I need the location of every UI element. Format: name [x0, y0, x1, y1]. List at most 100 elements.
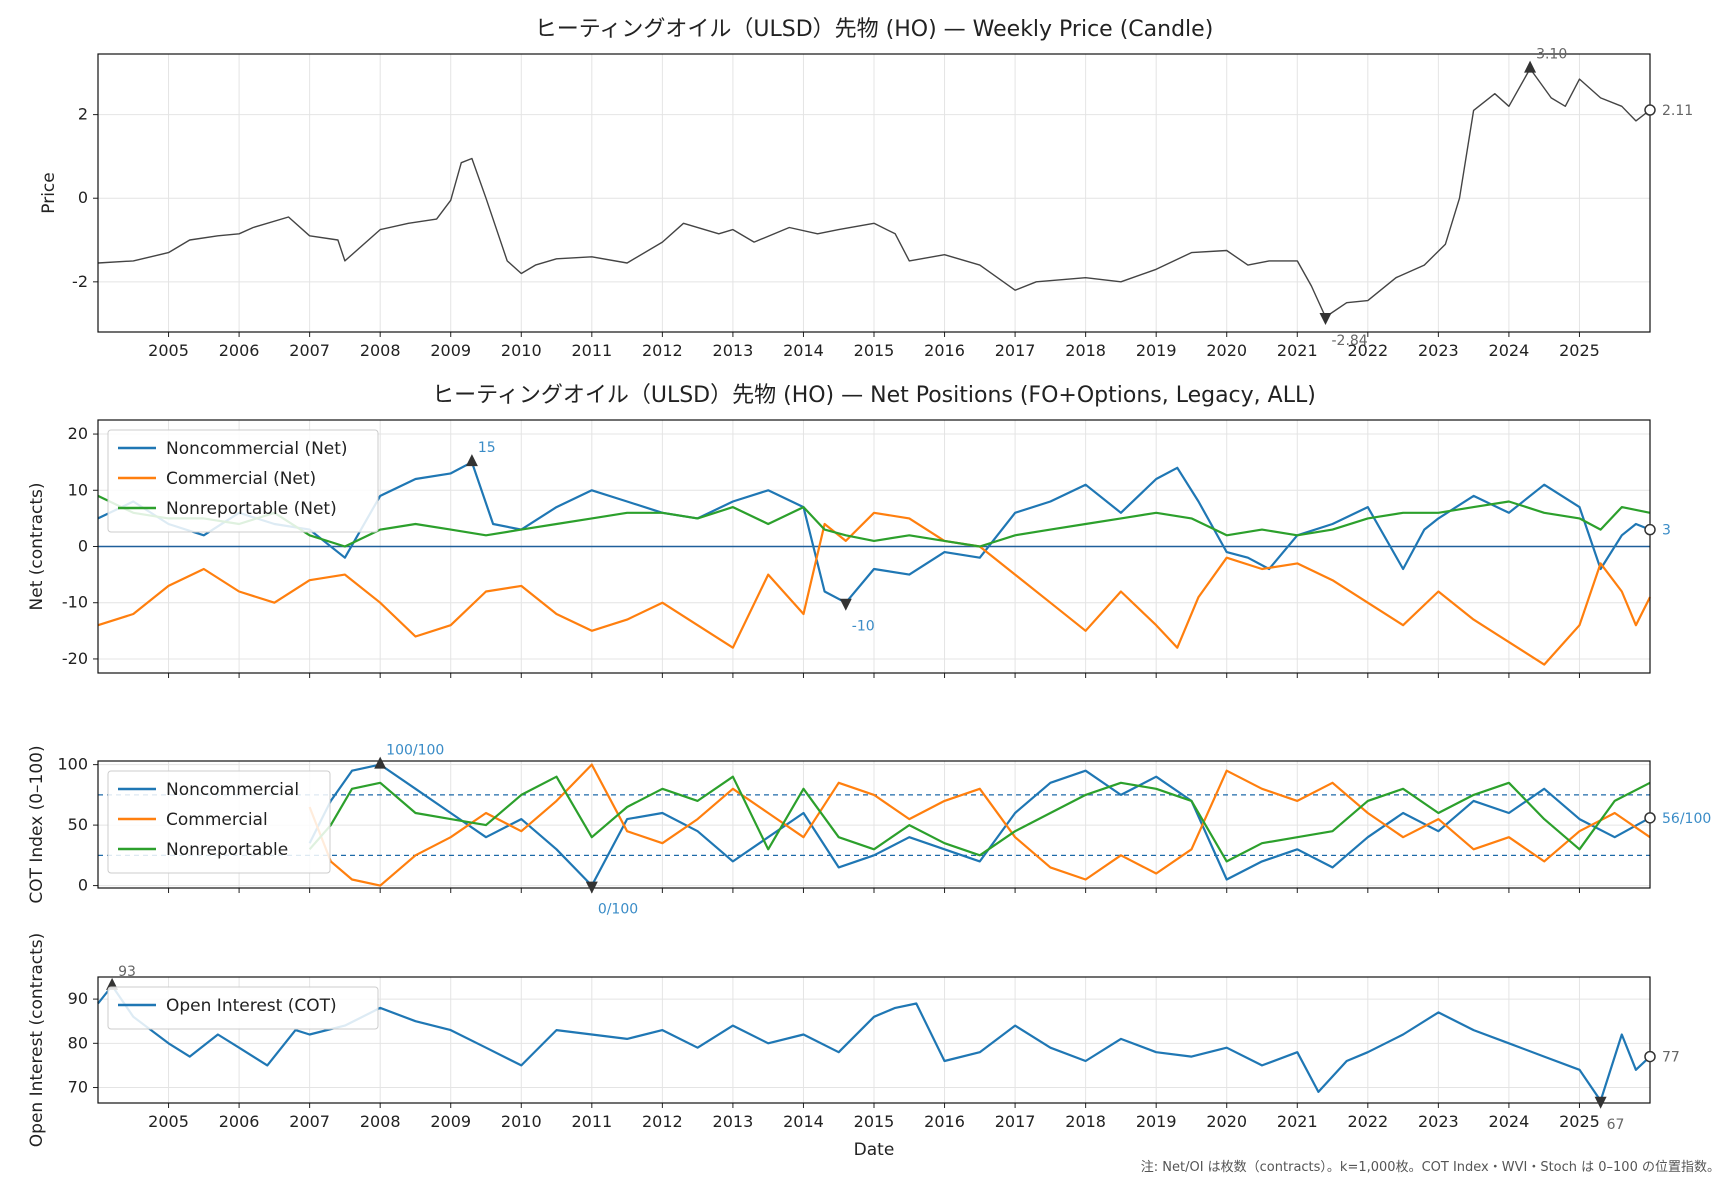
x-tick-label: 2009: [430, 1112, 471, 1131]
x-tick-label: 2008: [360, 1112, 401, 1131]
x-tick-label: 2009: [430, 341, 471, 360]
x-tick-label: 2006: [219, 1112, 260, 1131]
last-value-marker: [1644, 104, 1656, 116]
x-tick-label: 2007: [289, 341, 330, 360]
last-value-annotation: 3: [1662, 523, 1671, 539]
panel-cot: 0 50 100 COT Index (0–100) 100/100 0/100 56/10…: [27, 743, 1711, 918]
x-tick-label: 2021: [1277, 341, 1318, 360]
x-tick-label: 2017: [995, 341, 1036, 360]
x-tick-label: 2006: [219, 341, 260, 360]
x-tick-label: 2014: [783, 341, 824, 360]
min-annotation: 0/100: [598, 902, 638, 918]
x-tick-label: 2012: [642, 341, 683, 360]
x-tick-label: 2020: [1206, 341, 1247, 360]
x-tick-label: 2017: [995, 1112, 1036, 1131]
x-tick-label: 2007: [289, 1112, 330, 1131]
x-tick-label: 2005: [148, 341, 189, 360]
legend-label: Commercial: [166, 810, 268, 830]
legend-box: [107, 770, 331, 874]
plot-frame: [97, 976, 1651, 1104]
max-marker: [1524, 60, 1537, 73]
max-annotation: 3.10: [1536, 47, 1567, 63]
footnote: 注: Net/OI は枚数（contracts）。k=1,000枚。COT In…: [1140, 1160, 1720, 1175]
x-tick-label: 2013: [713, 1112, 754, 1131]
grid-price: [98, 54, 1650, 332]
legend-label: Open Interest (COT): [166, 996, 337, 1016]
x-tick-label: 2018: [1065, 341, 1106, 360]
x-axis-label: Date: [854, 1140, 895, 1160]
y-tick-label: 80: [68, 1033, 88, 1052]
legend-label: Noncommercial (Net): [166, 439, 348, 459]
x-tick-label: 2025: [1559, 341, 1600, 360]
x-tick-label: 2010: [501, 1112, 542, 1131]
max-annotation: 93: [118, 964, 136, 980]
series-line-commercial-net-: [97, 511, 1651, 666]
legend-box: [107, 986, 379, 1030]
x-tick-label: 2021: [1277, 1112, 1318, 1131]
chart-title: ヒーティングオイル（ULSD）先物 (HO) — Weekly Price (C…: [535, 17, 1214, 42]
min-marker: [585, 881, 598, 894]
min-annotation: -2.84: [1331, 333, 1367, 349]
y-tick-label: 0: [78, 537, 88, 556]
legend-label: Commercial (Net): [166, 469, 316, 489]
x-tick-label: 2023: [1418, 341, 1459, 360]
grid-cot: [98, 761, 1650, 888]
min-annotation: -10: [852, 619, 875, 635]
x-tick-label: 2025: [1559, 1112, 1600, 1131]
last-value-annotation: 77: [1662, 1050, 1680, 1066]
x-tick-label: 2024: [1489, 341, 1530, 360]
y-tick-label: 0: [78, 188, 88, 207]
x-tick-label: 2015: [854, 1112, 895, 1131]
x-tick-label: 2019: [1136, 1112, 1177, 1131]
y-tick-label: 90: [68, 989, 88, 1008]
x-tick-label: 2011: [571, 1112, 612, 1131]
panel-price: -2 0 2 2005 2006 2007 2008 2009 2010 2011 2012 2013…: [39, 17, 1693, 360]
plot-frame: [97, 760, 1651, 889]
plot-frame: [97, 53, 1651, 333]
min-marker: [1594, 1096, 1607, 1109]
y-tick-label: 50: [68, 815, 88, 834]
last-value-marker: [1644, 523, 1656, 536]
chart-title: ヒーティングオイル（ULSD）先物 (HO) — Net Positions (…: [432, 383, 1316, 408]
x-tick-label: 2016: [924, 1112, 965, 1131]
y-tick-label: 70: [68, 1078, 88, 1097]
x-tick-label: 2010: [501, 341, 542, 360]
y-tick-label: -20: [62, 649, 88, 668]
y-tick-label: 10: [68, 480, 88, 499]
y-tick-label: -2: [72, 272, 88, 291]
min-annotation: 67: [1607, 1117, 1625, 1133]
last-value-annotation: 56/100: [1662, 811, 1711, 827]
legend-label: Nonreportable: [166, 840, 288, 860]
x-tick-label: 2022: [1347, 341, 1388, 360]
x-tick-label: 2008: [360, 341, 401, 360]
last-value-annotation: 2.11: [1662, 103, 1693, 119]
legend: Noncommercial Commercial Nonreportable: [107, 770, 331, 874]
plot-frame: [97, 419, 1651, 674]
y-tick-label: -10: [62, 593, 88, 612]
panel-oi: 70 80 90 2005 2006 2007 2008 2009 2010 2011 2012 20…: [27, 933, 1680, 1160]
last-value-marker: [1644, 812, 1656, 824]
panel-net: -20 -10 0 10 20 ヒーティングオイル（ULSD）先物 (HO) — Net …: [27, 383, 1671, 678]
x-tick-label: 2019: [1136, 341, 1177, 360]
y-tick-label: 100: [57, 755, 88, 774]
y-axis-label: Open Interest (contracts): [27, 933, 47, 1147]
y-tick-label: 0: [78, 876, 88, 895]
legend: Noncommercial (Net) Commercial (Net) Nonre…: [107, 429, 379, 533]
x-tick-label: 2024: [1489, 1112, 1530, 1131]
legend: Open Interest (COT): [107, 986, 379, 1030]
series-line-nonreportable: [308, 775, 1651, 863]
x-tick-label: 2013: [713, 341, 754, 360]
y-axis-label: Price: [39, 172, 59, 213]
min-marker: [839, 598, 852, 611]
y-tick-label: 2: [78, 105, 88, 124]
series-line-noncommercial-net-: [97, 461, 1651, 604]
legend-label: Nonreportable (Net): [166, 499, 337, 519]
series-line-open-interest-cot-: [97, 984, 1651, 1102]
max-annotation: 100/100: [386, 743, 444, 759]
x-tick-label: 2023: [1418, 1112, 1459, 1131]
x-tick-label: 2020: [1206, 1112, 1247, 1131]
x-tick-label: 2022: [1347, 1112, 1388, 1131]
max-marker: [374, 756, 387, 769]
x-tick-label: 2014: [783, 1112, 824, 1131]
